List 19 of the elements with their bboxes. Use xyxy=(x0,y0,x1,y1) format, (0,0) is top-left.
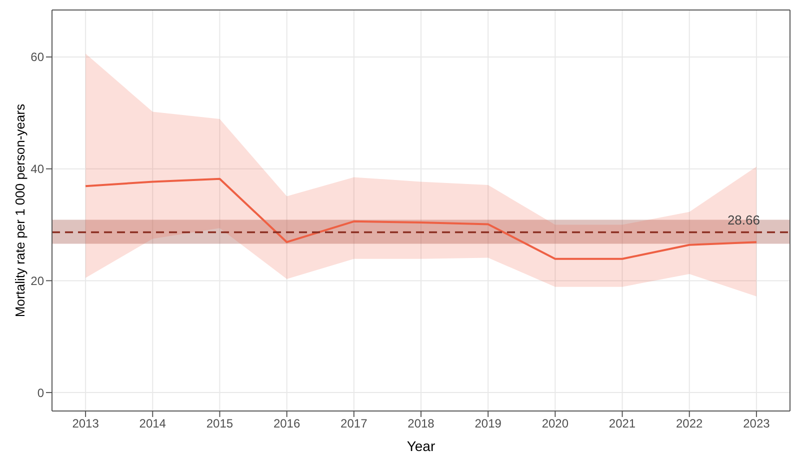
x-tick-label: 2013 xyxy=(72,416,100,431)
y-axis-title: Mortality rate per 1 000 person-years xyxy=(12,103,28,318)
x-tick-label: 2017 xyxy=(340,416,368,431)
x-tick-label: 2022 xyxy=(676,416,704,431)
x-tick-label: 2014 xyxy=(139,416,166,431)
y-tick-label: 40 xyxy=(30,162,44,176)
x-tick-label: 2016 xyxy=(273,416,300,431)
x-tick-label: 2018 xyxy=(408,416,435,431)
x-tick-label: 2021 xyxy=(608,416,636,431)
y-tick-label: 0 xyxy=(37,386,44,400)
x-tick-label: 2023 xyxy=(743,416,770,431)
x-tick-label: 2019 xyxy=(474,416,502,431)
x-axis-title: Year xyxy=(406,438,436,454)
ref-line-label: 28.66 xyxy=(727,212,760,228)
y-tick-label: 20 xyxy=(30,274,44,288)
y-tick-label: 60 xyxy=(30,50,44,64)
x-tick-label: 2015 xyxy=(206,416,234,431)
x-tick-label: 2020 xyxy=(542,416,569,431)
line-series xyxy=(84,178,758,260)
